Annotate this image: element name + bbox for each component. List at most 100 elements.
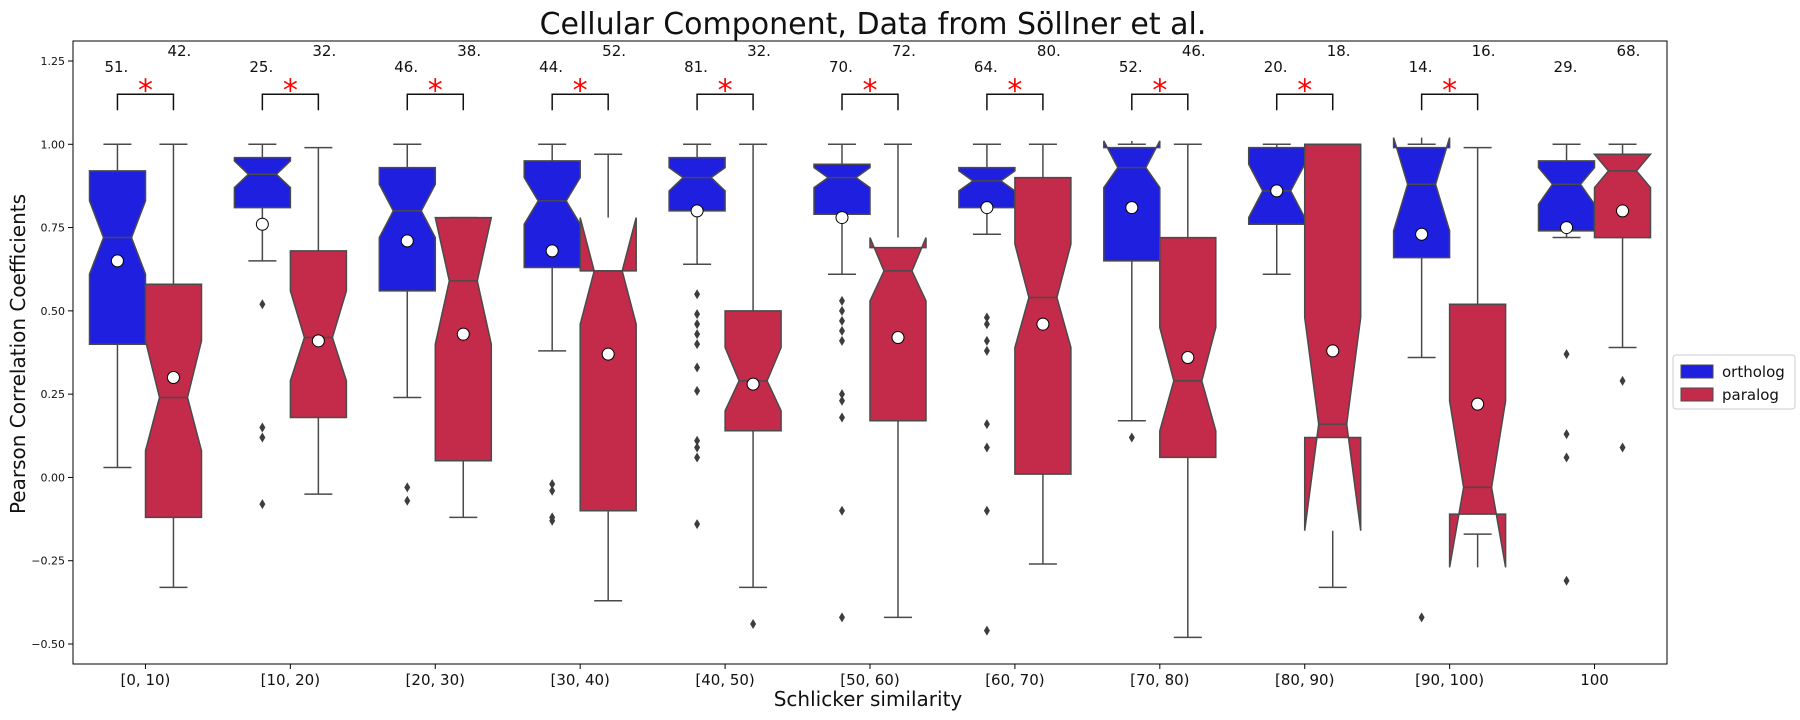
outlier-point — [1128, 432, 1135, 443]
mean-marker — [255, 217, 269, 231]
x-tick-label: [60, 70) — [985, 671, 1044, 689]
paralog-count-label: 72. — [892, 42, 916, 60]
paralog-count-label: 16. — [1472, 42, 1496, 60]
paralog-box — [579, 217, 637, 512]
outlier-point — [839, 412, 845, 423]
legend-swatch-paralog — [1680, 387, 1714, 402]
significance-asterisk: * — [1152, 73, 1167, 108]
outlier-point — [404, 495, 411, 506]
mean-marker — [891, 331, 905, 345]
mean-marker — [545, 244, 559, 258]
y-tick-label: 0.25 — [41, 388, 66, 401]
paralog-box — [1303, 143, 1362, 531]
x-tick-label: [30, 40) — [550, 671, 609, 689]
y-tick-label: 1.00 — [41, 138, 66, 151]
ortholog-count-label: 29. — [1554, 58, 1578, 76]
outlier-point — [983, 345, 990, 356]
ortholog-count-label: 20. — [1264, 58, 1288, 76]
x-axis-label: Schlicker similarity — [774, 687, 963, 711]
outlier-point — [839, 612, 845, 623]
mean-marker — [601, 347, 615, 361]
outlier-point — [404, 482, 411, 493]
outlier-point — [694, 329, 701, 340]
significance-asterisk: * — [138, 73, 153, 108]
outlier-point — [259, 499, 266, 510]
mean-marker — [1616, 204, 1630, 218]
outlier-point — [694, 435, 701, 446]
x-tick-label: [50, 60) — [840, 671, 899, 689]
outlier-point — [983, 419, 990, 430]
ortholog-box — [1103, 140, 1161, 262]
paralog-box — [289, 250, 348, 419]
legend-swatch-ortholog — [1680, 364, 1714, 379]
ortholog-count-label: 81. — [684, 58, 708, 76]
mean-marker — [746, 377, 760, 391]
ortholog-count-label: 51. — [104, 58, 128, 76]
mean-marker — [690, 204, 704, 218]
outlier-point — [983, 319, 990, 330]
mean-marker — [1270, 184, 1284, 198]
mean-marker — [1036, 317, 1050, 331]
legend-label-paralog: paralog — [1722, 386, 1779, 404]
significance-asterisk: * — [1442, 73, 1457, 108]
significance-asterisk: * — [1297, 73, 1312, 108]
significance-asterisk: * — [573, 73, 588, 108]
paralog-count-label: 32. — [747, 42, 771, 60]
outlier-point — [839, 395, 845, 406]
significance-bracket — [1131, 93, 1189, 111]
significance-bracket — [406, 93, 465, 111]
paralog-count-label: 68. — [1617, 42, 1641, 60]
outlier-point — [983, 625, 990, 636]
mean-marker — [456, 327, 470, 341]
ortholog-count-label: 44. — [539, 58, 563, 76]
significance-asterisk: * — [283, 73, 298, 108]
x-tick-label: [80, 90) — [1275, 671, 1334, 689]
significance-bracket — [696, 93, 754, 111]
significance-bracket — [261, 93, 320, 111]
paralog-count-label: 18. — [1327, 42, 1351, 60]
paralog-box — [1592, 153, 1653, 239]
outlier-point — [694, 385, 701, 396]
outlier-point — [694, 519, 701, 530]
outlier-point — [259, 299, 266, 310]
ortholog-box — [378, 166, 437, 292]
ortholog-box — [233, 156, 292, 209]
x-tick-label: 100 — [1580, 671, 1609, 689]
y-axis-label: Pearson Correlation Coefficients — [6, 194, 30, 514]
mean-marker — [1326, 344, 1340, 358]
mean-marker — [1125, 201, 1139, 215]
mean-marker — [1415, 227, 1429, 241]
significance-asterisk: * — [863, 73, 878, 108]
y-tick-label: −0.50 — [31, 638, 65, 651]
outlier-point — [259, 422, 266, 433]
outlier-point — [983, 312, 990, 323]
mean-marker — [166, 370, 180, 384]
mean-marker — [311, 334, 325, 348]
significance-bracket — [551, 93, 609, 111]
mean-marker — [1471, 397, 1485, 411]
ortholog-box — [1392, 137, 1451, 259]
chart-title: Cellular Component, Data from Söllner et… — [540, 7, 1207, 42]
mean-marker — [400, 234, 414, 248]
paralog-count-label: 46. — [1182, 42, 1206, 60]
x-tick-label: [70, 80) — [1130, 671, 1189, 689]
outlier-point — [1563, 452, 1570, 463]
paralog-count-label: 42. — [167, 42, 191, 60]
outlier-point — [839, 295, 845, 306]
outlier-point — [259, 432, 266, 443]
ortholog-count-label: 46. — [394, 58, 418, 76]
outlier-point — [549, 515, 556, 526]
paralog-count-label: 32. — [312, 42, 336, 60]
paralog-box — [869, 237, 927, 422]
outlier-point — [694, 309, 701, 320]
outlier-point — [549, 485, 556, 496]
outlier-point — [694, 452, 701, 463]
legend: ortholog paralog — [1672, 354, 1796, 410]
paralog-box — [1159, 236, 1217, 459]
outlier-point — [983, 442, 990, 453]
mean-marker — [1560, 221, 1574, 235]
mean-marker — [110, 254, 124, 268]
ortholog-count-label: 70. — [829, 58, 853, 76]
outlier-point — [694, 362, 701, 373]
